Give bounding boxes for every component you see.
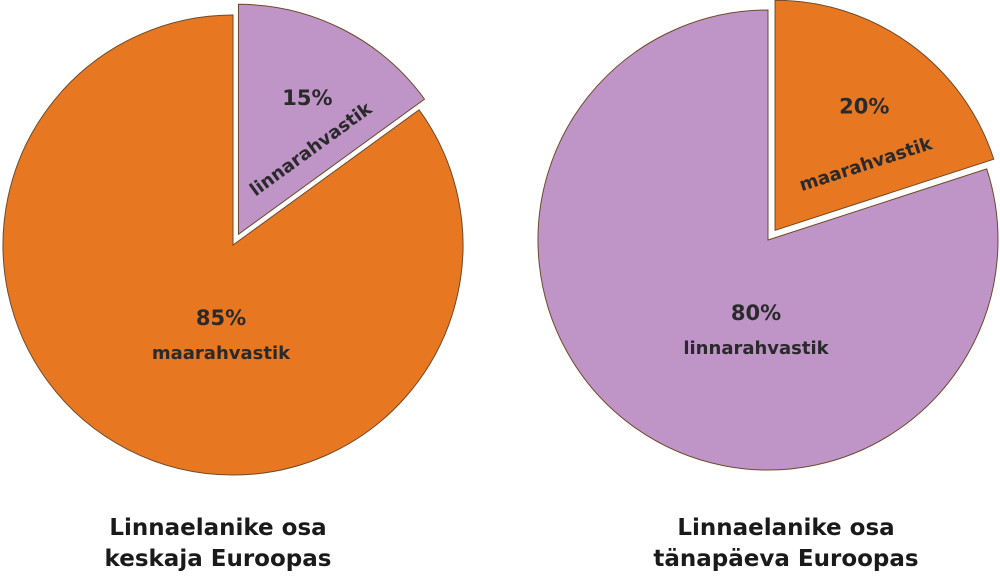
slice-value-label: 80% [731,301,781,325]
pie-chart-medieval: 15%linnarahvastik85%maarahvastikLinnaela… [2,3,464,572]
chart-title-line: tänapäeva Euroopas [653,546,918,572]
pie-slice-linnarahvastik [237,3,426,236]
chart-title-line: Linnaelanike osa [677,515,894,541]
slice-value-label: 20% [839,95,889,119]
chart-title-line: Linnaelanike osa [109,515,326,541]
pie-slice-linnarahvastik [537,9,999,471]
slice-category-label: maarahvastik [152,343,291,364]
pie-slice-maarahvastik [774,0,995,231]
slice-value-label: 85% [196,306,246,330]
chart-title-line: keskaja Euroopas [105,546,332,572]
pie-slice-maarahvastik [2,14,464,476]
slice-category-label: linnarahvastik [683,338,829,359]
pie-chart-modern: 20%maarahvastik80%linnarahvastikLinnaela… [537,0,999,572]
slice-value-label: 15% [282,86,332,110]
